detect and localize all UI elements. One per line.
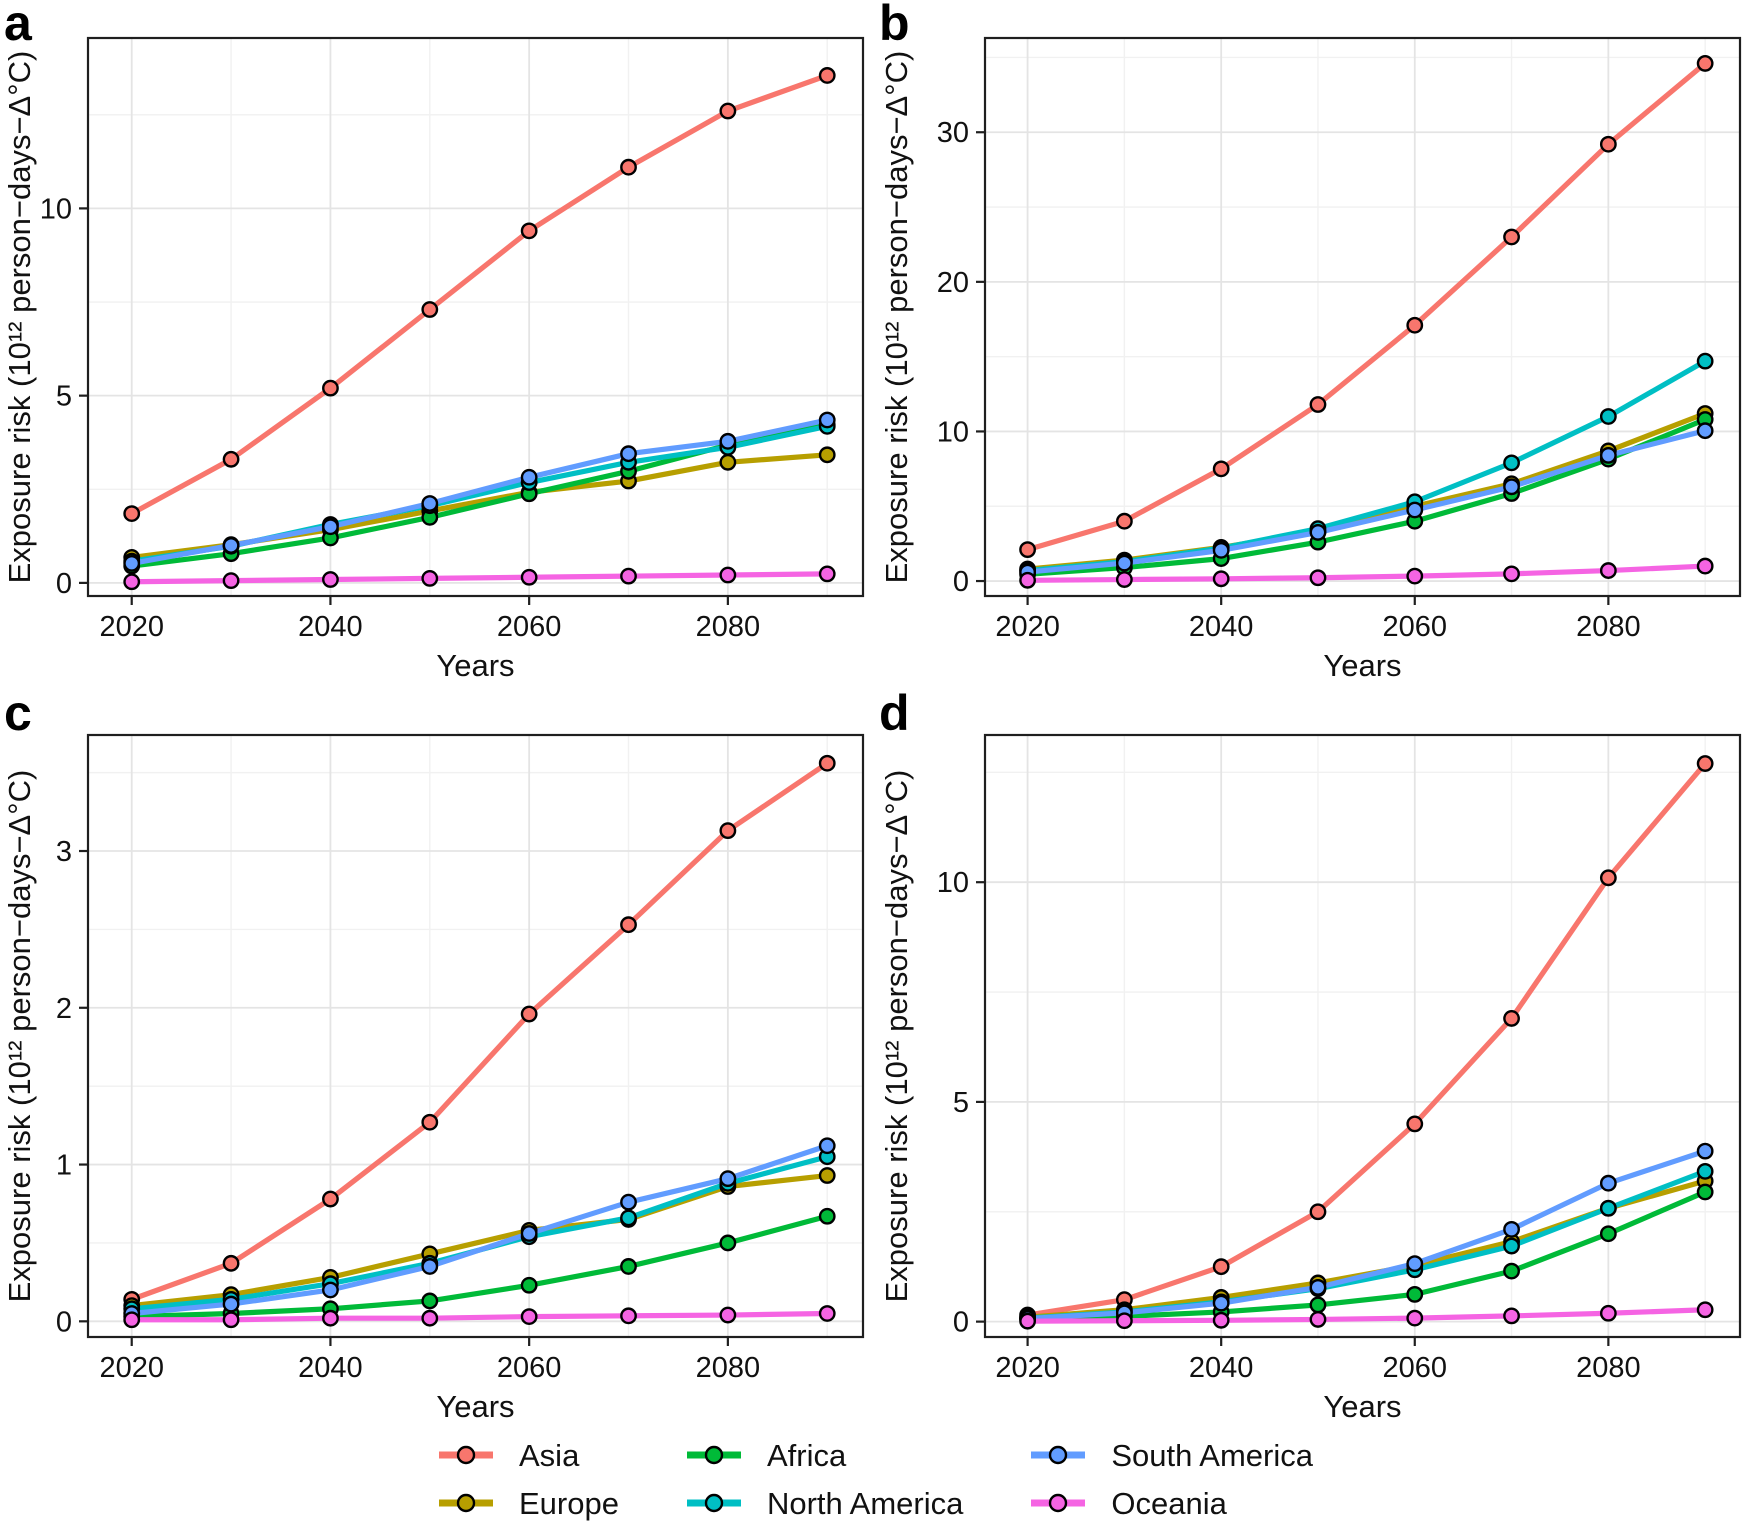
svg-text:10: 10 [40, 193, 72, 225]
svg-text:2040: 2040 [298, 611, 363, 643]
svg-text:0: 0 [953, 566, 969, 598]
legend-item-asia: Asia [437, 1438, 619, 1472]
chart-a: 2020 2040 2060 2080 0 5 10 Years Exposure risk (… [2, 36, 865, 683]
svg-text:5: 5 [953, 1087, 969, 1119]
legend-item-north-america: North America [685, 1486, 963, 1520]
svg-text:2060: 2060 [1383, 611, 1448, 643]
legend-marker-europe-icon [439, 1493, 493, 1513]
svg-text:2080: 2080 [696, 611, 761, 643]
legend-label-asia: Asia [519, 1437, 580, 1473]
svg-text:Years: Years [1323, 1389, 1401, 1420]
svg-text:0: 0 [56, 568, 72, 600]
panel-letter-c: c [4, 685, 32, 741]
svg-text:Exposure risk (10¹² person−day: Exposure risk (10¹² person−days−Δ°C) [879, 770, 914, 1303]
legend-marker-asia-icon [439, 1445, 493, 1465]
svg-text:1: 1 [56, 1150, 72, 1182]
svg-text:Years: Years [436, 1389, 514, 1420]
svg-text:3: 3 [56, 836, 72, 868]
svg-text:2040: 2040 [298, 1352, 363, 1384]
svg-text:5: 5 [56, 381, 72, 413]
figure-legend: Asia Europe Africa North America South A… [0, 1420, 1750, 1531]
chart-b: 2020 2040 2060 2080 0 10 20 30 Years Exposure ris… [879, 36, 1742, 683]
panel-b: 2020 2040 2060 2080 0 10 20 30 Years Exposure ris… [875, 0, 1750, 690]
legend-marker-oceania-icon [1031, 1493, 1086, 1513]
legend-label-north-america: North America [766, 1485, 964, 1521]
svg-text:2060: 2060 [497, 1352, 562, 1384]
panel-d: 2020 2040 2060 2080 0 5 10 Years Exposure risk (… [875, 686, 1750, 1420]
svg-text:2080: 2080 [1576, 611, 1641, 643]
legend-label-europe: Europe [519, 1485, 619, 1521]
panel-c: 2020 2040 2060 2080 0 1 2 3 Years Exposure risk (… [0, 686, 875, 1420]
panel-letter-a: a [4, 0, 32, 51]
chart-c: 2020 2040 2060 2080 0 1 2 3 Years Exposure risk (… [2, 733, 865, 1420]
svg-text:2040: 2040 [1189, 1352, 1254, 1384]
panel-a: 2020 2040 2060 2080 0 5 10 Years Exposure risk (… [0, 0, 875, 690]
svg-text:2020: 2020 [995, 611, 1060, 643]
svg-text:10: 10 [937, 867, 969, 899]
svg-text:2040: 2040 [1189, 611, 1254, 643]
svg-text:2080: 2080 [696, 1352, 761, 1384]
chart-d: 2020 2040 2060 2080 0 5 10 Years Exposure risk (… [879, 733, 1742, 1420]
svg-text:2060: 2060 [1383, 1352, 1448, 1384]
svg-text:20: 20 [937, 267, 969, 299]
svg-text:Years: Years [1323, 648, 1401, 683]
svg-text:Exposure risk (10¹² person−day: Exposure risk (10¹² person−days−Δ°C) [879, 51, 914, 584]
svg-text:0: 0 [56, 1306, 72, 1338]
svg-text:2060: 2060 [497, 611, 562, 643]
svg-text:30: 30 [937, 117, 969, 149]
legend-item-europe: Europe [437, 1486, 619, 1520]
svg-text:0: 0 [953, 1307, 969, 1339]
panel-letter-b: b [879, 0, 910, 51]
legend-label-africa: Africa [766, 1437, 847, 1473]
legend-marker-north-america-icon [686, 1493, 741, 1513]
legend-marker-south-america-icon [1031, 1445, 1086, 1465]
svg-text:Exposure risk (10¹² person−day: Exposure risk (10¹² person−days−Δ°C) [2, 51, 37, 584]
legend-item-south-america: South America [1029, 1438, 1313, 1472]
svg-text:2020: 2020 [99, 1352, 164, 1384]
legend-item-africa: Africa [685, 1438, 963, 1472]
legend-label-oceania: Oceania [1111, 1485, 1227, 1521]
svg-text:Exposure risk (10¹² person−day: Exposure risk (10¹² person−days−Δ°C) [2, 770, 37, 1303]
legend-marker-africa-icon [686, 1445, 741, 1465]
svg-text:Years: Years [436, 648, 514, 683]
svg-text:2020: 2020 [995, 1352, 1060, 1384]
svg-text:10: 10 [937, 416, 969, 448]
legend-item-oceania: Oceania [1029, 1486, 1313, 1520]
legend-label-south-america: South America [1111, 1437, 1313, 1473]
svg-text:2080: 2080 [1576, 1352, 1641, 1384]
svg-text:2: 2 [56, 993, 72, 1025]
panel-letter-d: d [879, 685, 910, 741]
svg-text:2020: 2020 [99, 611, 164, 643]
